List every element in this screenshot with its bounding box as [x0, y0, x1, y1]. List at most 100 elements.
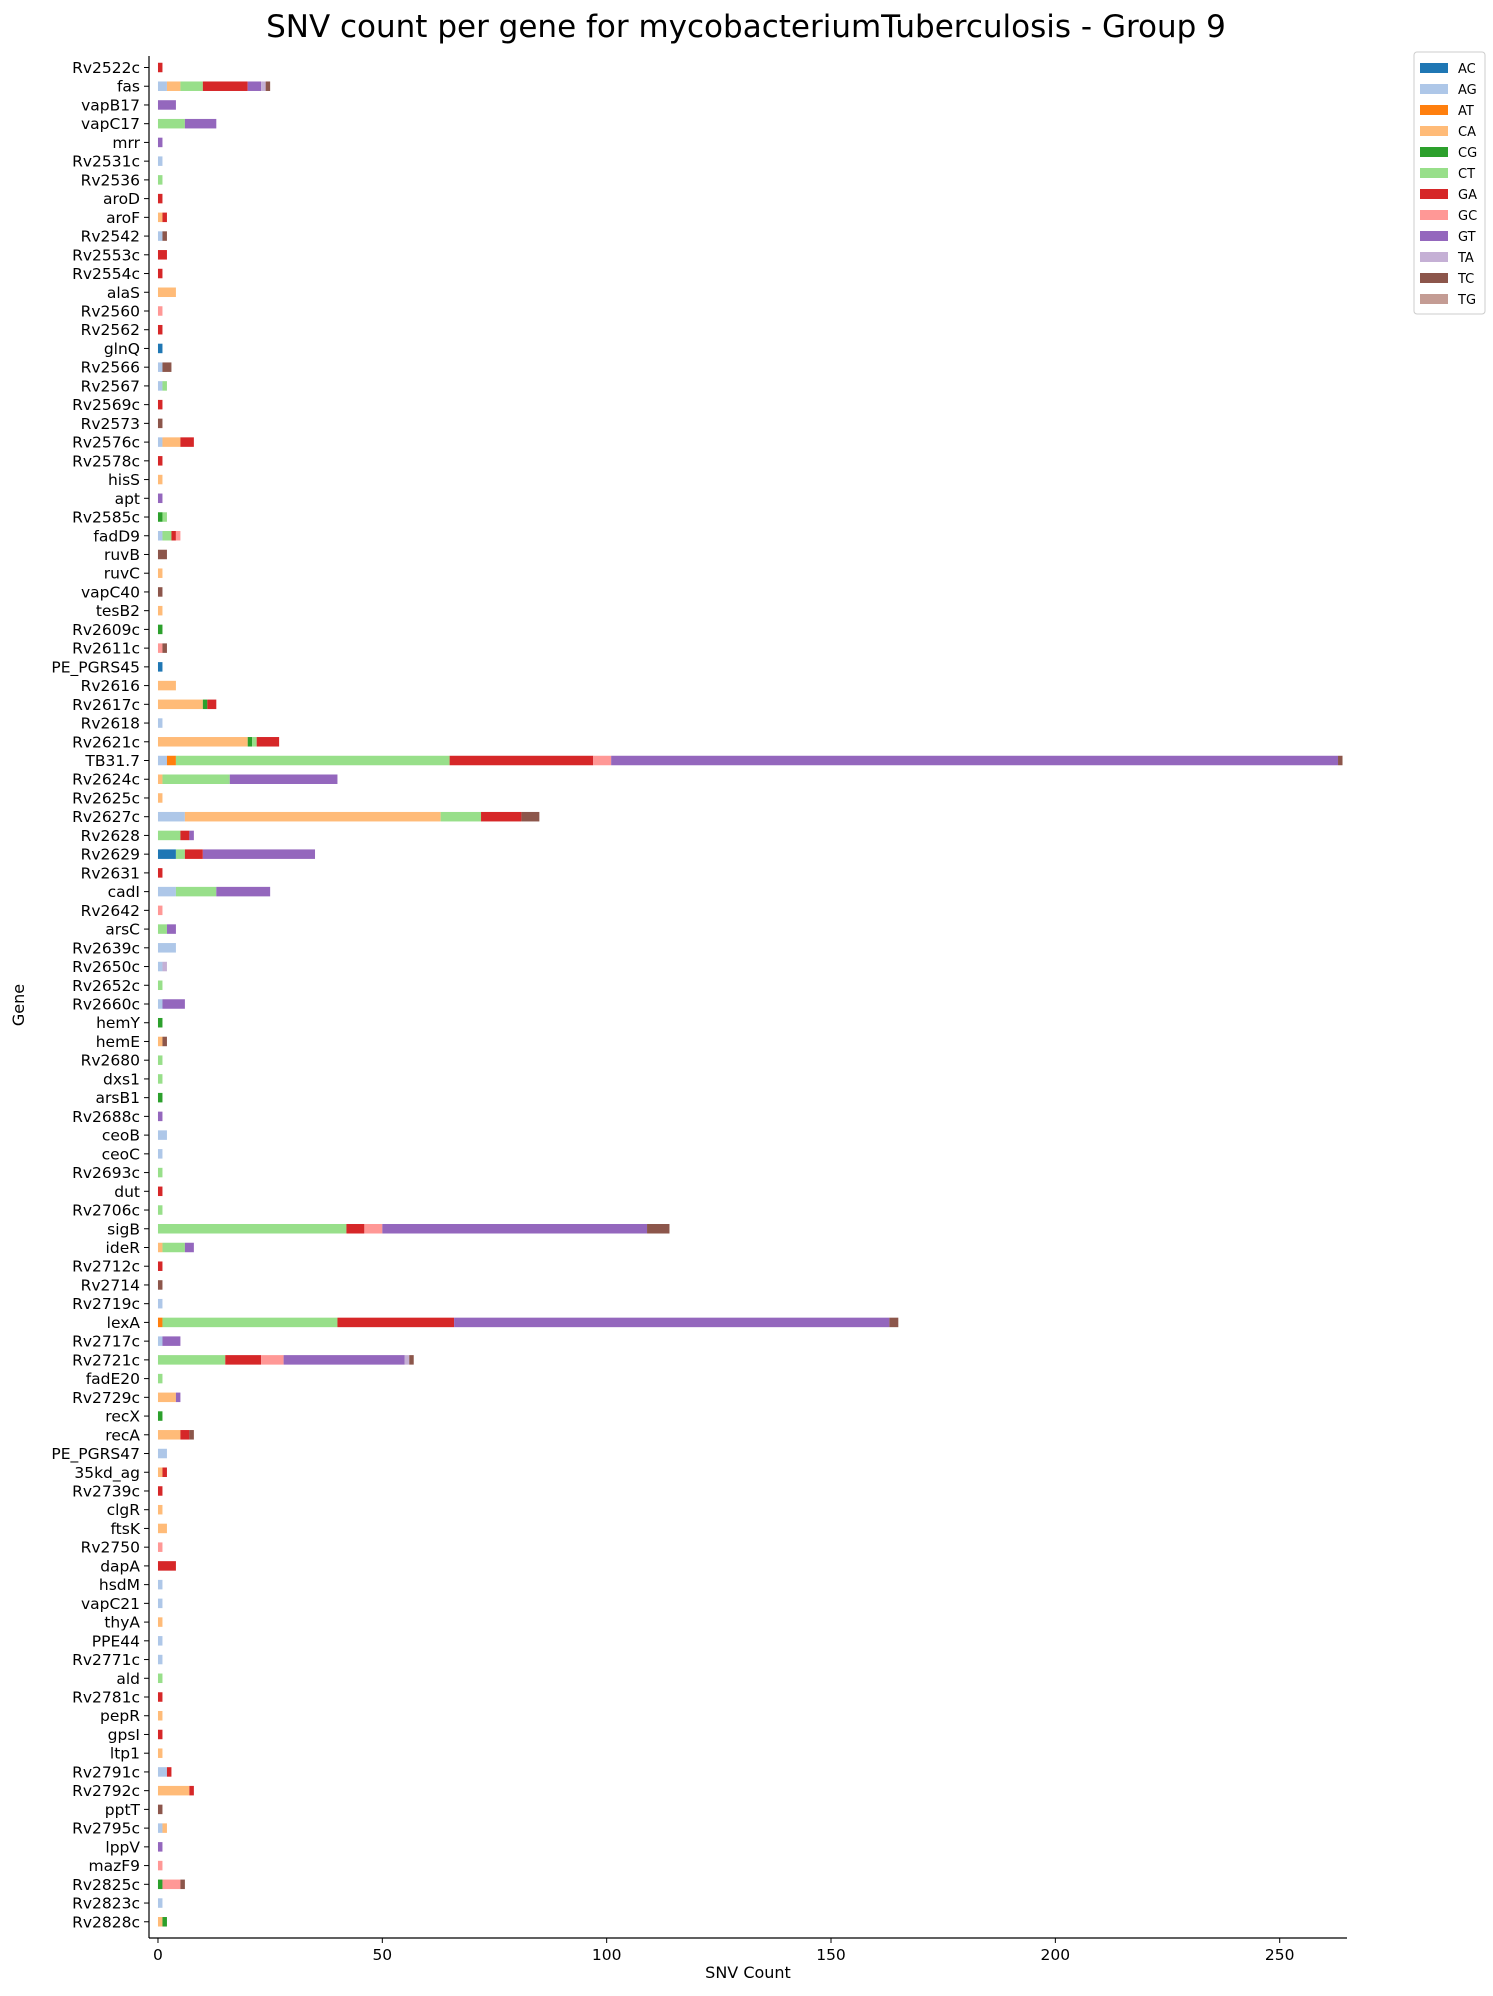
y-tick-label: Rv2573: [81, 415, 140, 433]
y-tick-label: thyA: [104, 1614, 140, 1632]
bar-segment-ct: [162, 1242, 185, 1253]
bar-segment-ga: [157, 250, 167, 260]
bar-segment-ca: [157, 774, 163, 784]
bar-segment-ga: [157, 62, 163, 73]
bar-segment-cg: [202, 699, 208, 710]
y-tick-label: Rv2560: [81, 302, 140, 320]
bar-segment-ca: [157, 605, 163, 616]
bar-segment-gt: [382, 1224, 648, 1234]
bar-segment-tc: [162, 643, 167, 653]
y-tick-label: sigB: [107, 1220, 140, 1238]
bar-segment-ca: [157, 568, 163, 578]
bar-segment-ga: [346, 1224, 365, 1234]
y-tick-label: Rv2531c: [72, 153, 140, 171]
plot-area: [157, 62, 1343, 1927]
bar-segment-ga: [166, 1767, 172, 1777]
bar-segment-gc: [157, 1860, 163, 1871]
bar-segment-ag: [157, 1579, 163, 1590]
y-tick-label: lexA: [107, 1314, 141, 1332]
bar-segment-tc: [409, 1355, 414, 1365]
bar-segment-ag: [157, 1767, 167, 1777]
bar-segment-ga: [337, 1317, 455, 1328]
bar-segment-ct: [157, 1055, 163, 1065]
bar-segment-ct: [157, 1074, 163, 1084]
bar-segment-ca: [157, 1242, 163, 1253]
legend-swatch-gt: [1420, 231, 1448, 241]
bar-segment-ca: [157, 1467, 163, 1477]
y-tick-label: vapC40: [81, 583, 140, 601]
bar-segment-cg: [247, 737, 253, 747]
bar-segment-cg: [157, 1879, 163, 1890]
bar-segment-ag: [157, 961, 163, 972]
y-tick-label: Rv2631: [81, 864, 140, 882]
bar-segment-ca: [157, 699, 203, 710]
y-tick-label: Rv2739c: [72, 1482, 140, 1500]
bar-segment-tc: [180, 1879, 185, 1890]
y-tick-label: glnQ: [104, 340, 140, 358]
bar-segment-ga: [162, 1467, 167, 1477]
bar-segment-tc: [189, 1430, 194, 1440]
bar-segment-ga: [189, 1785, 194, 1796]
bar-segment-ca: [157, 1617, 163, 1627]
y-tick-label: Rv2652c: [72, 977, 140, 995]
y-tick-label: Rv2627c: [72, 808, 140, 826]
legend-label-ga: GA: [1458, 188, 1477, 203]
bar-segment-ag: [157, 718, 163, 728]
y-tick-label: Rv2536: [81, 171, 140, 189]
bar-segment-ct: [157, 980, 163, 991]
y-tick-label: Rv2680: [81, 1052, 140, 1070]
bar-segment-ag: [157, 156, 163, 166]
bar-segment-ct: [157, 118, 185, 129]
y-tick-label: ftsK: [110, 1520, 140, 1538]
x-tick-label: 50: [372, 1946, 392, 1964]
x-tick-label: 0: [153, 1946, 163, 1964]
bar-segment-ag: [157, 1654, 163, 1665]
y-tick-label: ideR: [106, 1239, 141, 1257]
legend: AC AG AT CA CG CT GA GC GT TA TC TG: [1413, 51, 1486, 315]
bar-segment-ct: [157, 1224, 347, 1234]
y-tick-label: recA: [105, 1426, 140, 1444]
y-tick-label: hemE: [96, 1033, 140, 1051]
y-tick-label: PPE44: [92, 1632, 140, 1650]
y-tick-label: ceoC: [102, 1145, 140, 1163]
bar-segment-gt: [611, 755, 1339, 766]
bar-segment-gt: [454, 1317, 890, 1328]
bar-segment-ga: [157, 324, 163, 335]
bar-segment-ga: [184, 849, 203, 859]
legend-label-ct: CT: [1458, 167, 1475, 182]
bar-segment-tc: [157, 1280, 163, 1290]
legend-swatch-at: [1420, 105, 1448, 115]
bar-segment-gt: [157, 493, 163, 504]
chart-title: SNV count per gene for mycobacteriumTube…: [266, 9, 1226, 45]
y-tick-label: clgR: [107, 1501, 141, 1519]
bar-segment-ag: [157, 1149, 163, 1159]
bar-segment-ct: [157, 830, 181, 841]
bar-segment-ga: [180, 830, 190, 841]
y-tick-label: Rv2717c: [72, 1333, 140, 1351]
bar-segment-ga: [157, 868, 163, 878]
bar-segment-ct: [175, 755, 450, 766]
y-tick-label: Rv2792c: [72, 1782, 140, 1800]
y-tick-label: Rv2566: [81, 359, 140, 377]
y-tick-label: ceoB: [102, 1127, 140, 1145]
bar-segment-ca: [157, 1710, 163, 1721]
y-tick-label: Rv2729c: [72, 1389, 140, 1407]
bar-segment-ag: [157, 81, 167, 91]
bar-segment-ga: [207, 699, 217, 710]
bar-segment-gt: [157, 1842, 163, 1852]
y-tick-label: hisS: [108, 471, 140, 489]
bar-segment-ag: [157, 437, 163, 447]
y-axis-label: Gene: [9, 984, 28, 1026]
bar-segment-gt: [229, 774, 338, 784]
x-tick-label: 100: [592, 1946, 622, 1964]
x-tick-label: 250: [1265, 1946, 1295, 1964]
bar-segment-ga: [157, 1692, 163, 1702]
y-tick-label: arsB1: [96, 1089, 140, 1107]
bar-segment-ag: [157, 1898, 163, 1908]
bar-segment-ca: [157, 680, 176, 691]
bar-segment-ag: [157, 531, 163, 541]
y-tick-label: Rv2616: [81, 677, 140, 695]
y-tick-label: Rv2688c: [72, 1108, 140, 1126]
y-tick-label: Rv2825c: [72, 1876, 140, 1894]
